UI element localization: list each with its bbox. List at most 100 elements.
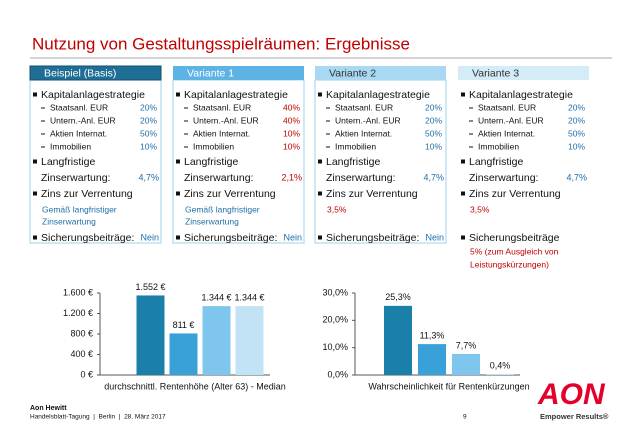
x-axis-label: durchschnittl. Rentenhöhe (Alter 63) - M… [104,381,286,391]
security-label: Sicherungsbeiträge [469,232,560,244]
bullet [318,235,322,240]
asset-name: Untern.-Anl. EUR [478,115,544,125]
asset-value: 10% [283,128,300,138]
bar [452,353,480,375]
asset-name: Staatsanl. EUR [335,102,393,112]
y-tick-label: 800 € [70,328,93,338]
rate-value: 4,7% [566,172,587,182]
column-header-text: Variante 1 [187,67,234,79]
asset-name: Staatsanl. EUR [193,102,251,112]
strategy-label: Kapitalanlagestrategie [41,89,145,101]
bullet [461,92,465,97]
asset-name: Immobilien [50,141,91,151]
bar [486,373,514,375]
bullet [461,159,465,164]
y-tick-label: 20,0% [322,315,348,325]
security-text: 5% (zum Ausgleich von [470,246,559,256]
value-label: 7,7% [456,340,477,350]
column-header [458,66,589,80]
security-value: Nein [425,232,444,242]
slogan: Empower Results® [540,412,609,421]
rate-label: Langfristige [184,156,238,168]
value-label: 1.344 € [201,292,231,302]
column-header [29,65,162,81]
bar [235,306,264,375]
footer-event: Handelsblatt-Tagung | Berlin | 28. März … [30,414,166,421]
bullet [176,159,180,164]
y-tick-label: 10,0% [322,342,348,352]
footer-company: Aon Hewitt [30,405,67,412]
column-header-text: Beispiel (Basis) [44,67,116,79]
pension-text: 3,5% [470,204,490,214]
rate-label: Zinserwartung: [326,172,395,184]
asset-value: 20% [140,115,157,125]
asset-name: Aktien Internat. [335,128,392,138]
asset-name: Immobilien [193,141,234,151]
security-label: Sicherungsbeiträge: [184,232,277,244]
asset-name: Aktien Internat. [478,128,535,138]
bar [384,305,412,375]
rate-value: 4,7% [138,172,159,182]
x-axis-label: Wahrscheinlichkeit für Rentenkürzungen [368,381,529,391]
bullet [318,159,322,164]
value-label: 1.552 € [135,282,165,292]
rate-label: Zinserwartung: [184,172,253,184]
security-text: Leistungskürzungen) [470,259,549,269]
y-tick-label: 1.200 € [63,308,93,318]
asset-value: 20% [568,115,585,125]
asset-value: 20% [425,115,442,125]
bullet [318,92,322,97]
asset-value: 10% [283,141,300,151]
security-label: Sicherungsbeiträge: [41,232,134,244]
bar [418,344,446,375]
pension-text: Gemäß langfristiger [185,204,260,214]
security-label: Sicherungsbeiträge: [326,232,419,244]
bullet [33,191,37,196]
asset-name: Aktien Internat. [193,128,250,138]
bar [202,306,231,375]
y-tick-label: 0,0% [327,369,348,379]
asset-name: Staatsanl. EUR [50,102,108,112]
asset-value: 10% [568,141,585,151]
bullet [33,235,37,240]
pension-text: Zinserwartung [185,216,239,226]
column-header [315,66,446,80]
bar [169,333,198,375]
logo: AON [537,378,606,411]
value-label: 25,3% [385,292,411,302]
asset-value: 20% [140,102,157,112]
asset-value: 40% [283,102,300,112]
slide-title: Nutzung von Gestaltungsspielräumen: Erge… [32,34,410,53]
strategy-label: Kapitalanlagestrategie [184,89,288,101]
rate-label: Zinserwartung: [41,172,110,184]
security-value: Nein [140,232,159,242]
asset-name: Untern.-Anl. EUR [193,115,259,125]
rate-value: 4,7% [423,172,444,182]
asset-name: Aktien Internat. [50,128,107,138]
page-number: 9 [463,414,467,421]
asset-value: 20% [568,102,585,112]
pension-label: Zins zur Verrentung [41,188,133,200]
asset-value: 50% [568,128,585,138]
y-tick-label: 1.600 € [63,287,93,297]
asset-name: Immobilien [335,141,376,151]
rate-label: Langfristige [41,156,95,168]
bullet [176,92,180,97]
bar [136,295,165,375]
bullet [33,92,37,97]
security-value: Nein [283,232,302,242]
rate-label: Zinserwartung: [469,172,538,184]
value-label: 11,3% [420,330,445,340]
asset-value: 50% [140,128,157,138]
rate-label: Langfristige [469,156,523,168]
asset-value: 50% [425,128,442,138]
value-label: 811 € [173,320,195,330]
y-tick-label: 30,0% [322,287,348,297]
value-label: 1.344 € [234,292,264,302]
column-header [173,66,304,80]
column-header-text: Variante 2 [329,67,376,79]
asset-value: 20% [425,102,442,112]
value-label: 0,4% [490,360,511,370]
bullet [318,191,322,196]
pension-text: 3,5% [327,204,347,214]
